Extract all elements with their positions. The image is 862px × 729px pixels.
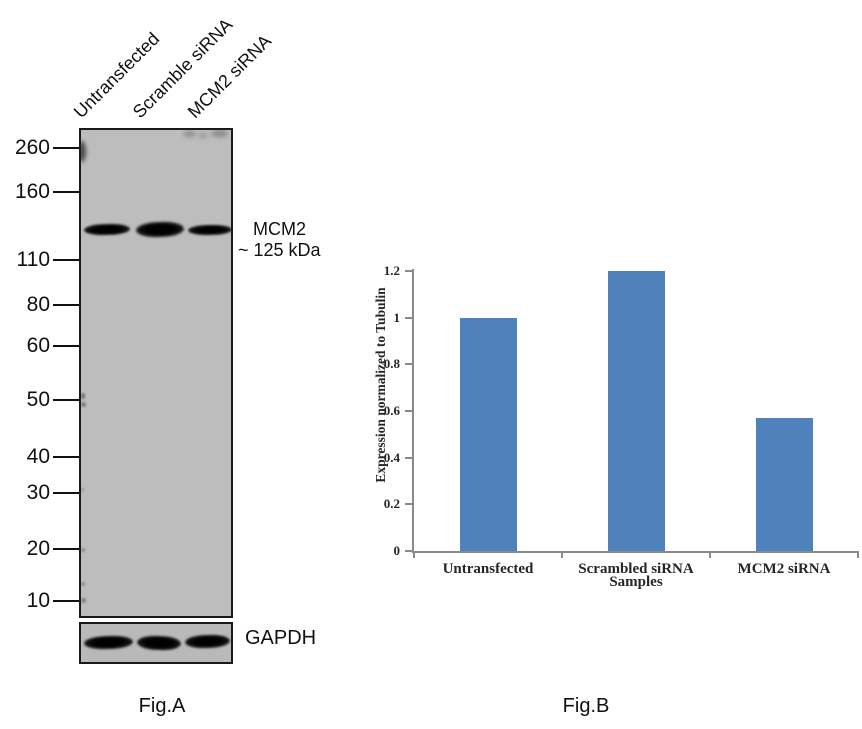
gapdh-label: GAPDH	[245, 627, 317, 649]
bar-mcm2-sirna	[755, 418, 813, 551]
membrane-artifact	[81, 598, 86, 603]
target-band-annotation: MCM2 ~ 125 kDa	[238, 219, 321, 261]
mw-marker-label-80: 80	[26, 293, 50, 316]
mw-marker-label-30: 30	[26, 481, 50, 504]
gapdh-band-lane-1	[83, 635, 134, 650]
figure-b-caption: Fig.B	[562, 695, 610, 717]
x-axis-tick	[709, 553, 711, 558]
figure-a-caption: Fig.A	[138, 695, 186, 717]
y-axis-line	[412, 269, 414, 553]
y-axis-tick	[405, 410, 412, 412]
target-band-name: MCM2	[253, 219, 306, 239]
y-axis-tick-label: 0.4	[383, 449, 400, 465]
y-axis-tick-label: 1.2	[383, 263, 400, 278]
y-axis-tick	[405, 363, 412, 366]
x-axis-line	[412, 551, 859, 553]
membrane-artifact	[81, 488, 84, 492]
y-axis-title: Expression normalized to Tubulin	[373, 287, 388, 483]
mw-marker-label-260: 260	[14, 136, 50, 159]
y-axis-tick-label: 0.6	[383, 403, 400, 418]
y-axis-tick-label: 0.8	[383, 356, 400, 372]
mcm2-band-lane-3	[187, 224, 231, 236]
target-band-size: ~ 125 kDa	[238, 240, 321, 260]
membrane-artifact	[183, 131, 196, 137]
membrane-artifact	[81, 582, 85, 586]
gapdh-band-lane-2	[136, 635, 182, 651]
mw-marker-tick	[53, 492, 79, 494]
bar-chart-plot-area: 0 0.2 0.4 0.6 0.8 1 1.2 Untransfected Scrambled …	[384, 263, 859, 577]
membrane-artifact	[81, 548, 85, 552]
y-axis-tick-label: 1	[393, 309, 401, 325]
x-axis-category-label: Scrambled siRNA	[578, 561, 694, 577]
x-axis-category-label: MCM2 siRNA	[737, 561, 831, 577]
mw-marker-label-10: 10	[26, 589, 50, 612]
mw-marker-tick	[53, 399, 79, 401]
bar-scrambled-sirna	[607, 271, 665, 551]
western-blot-membrane	[79, 128, 233, 618]
mw-marker-tick	[53, 191, 79, 193]
mw-marker-tick	[53, 345, 79, 347]
mw-marker-tick	[53, 600, 79, 602]
mw-marker-label-20: 20	[26, 537, 50, 560]
y-axis-tick-label: 0	[393, 543, 401, 558]
mw-marker-tick	[53, 304, 79, 306]
mw-marker-tick	[53, 548, 79, 550]
y-axis-tick	[405, 316, 412, 319]
x-axis-title: Samples	[609, 574, 663, 590]
membrane-artifact	[81, 393, 85, 399]
membrane-artifact	[211, 130, 228, 137]
mcm2-band-lane-2	[135, 221, 185, 238]
mw-marker-tick	[53, 456, 79, 458]
y-axis-tick	[405, 456, 412, 459]
x-axis-tick	[413, 553, 415, 558]
x-axis-tick	[857, 553, 859, 558]
y-axis-tick	[405, 503, 412, 506]
bar-untransfected	[459, 318, 517, 551]
gapdh-band-lane-3	[184, 634, 231, 649]
membrane-artifact	[81, 141, 86, 162]
mw-marker-tick	[53, 147, 79, 149]
gapdh-loading-control-strip	[79, 622, 233, 664]
y-axis-tick	[405, 550, 412, 552]
x-axis-tick	[561, 553, 563, 558]
y-axis-tick-label: 0.2	[383, 496, 400, 512]
membrane-artifact	[81, 402, 86, 407]
mw-marker-label-160: 160	[14, 180, 50, 203]
x-axis-category-label: Untransfected	[442, 561, 534, 577]
mw-marker-tick	[53, 259, 79, 261]
membrane-artifact	[198, 133, 208, 138]
mw-marker-label-110: 110	[16, 248, 50, 271]
mw-marker-label-60: 60	[26, 334, 50, 357]
mw-marker-label-50: 50	[26, 388, 50, 411]
mcm2-band-lane-1	[83, 223, 131, 236]
mw-marker-label-40: 40	[26, 445, 50, 468]
y-axis-tick	[405, 270, 412, 272]
lane-label-scramble-sirna: Scramble siRNA	[128, 14, 237, 122]
